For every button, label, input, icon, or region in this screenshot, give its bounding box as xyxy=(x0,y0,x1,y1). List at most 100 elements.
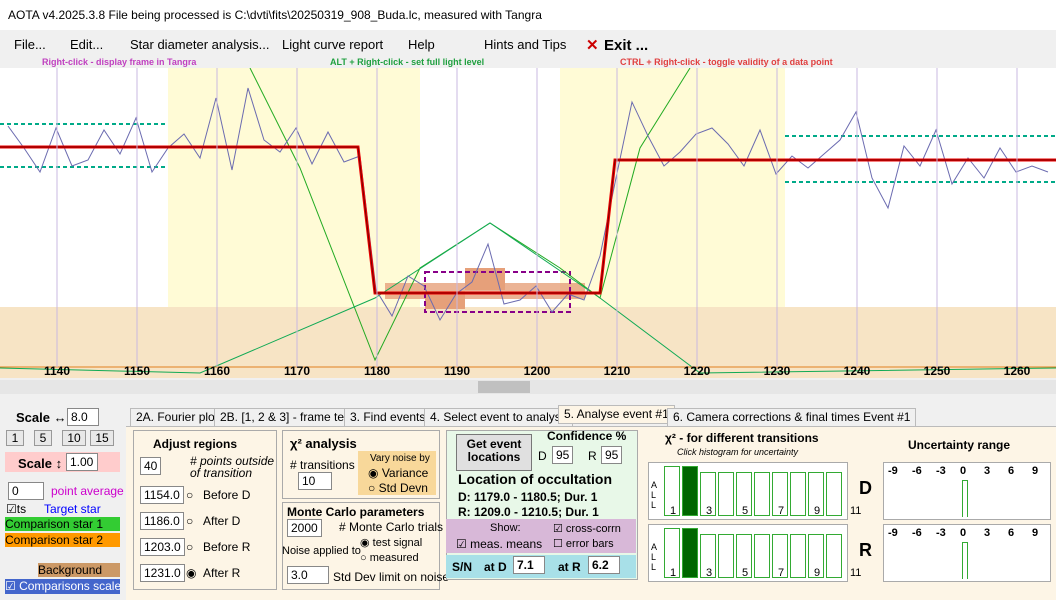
label: test signal xyxy=(372,537,423,549)
input[interactable]: 1.00 xyxy=(66,453,98,471)
bottom-band xyxy=(465,268,505,290)
unc-tick: 9 xyxy=(1032,527,1039,539)
menu-item[interactable]: Edit... xyxy=(70,37,104,52)
radio[interactable]: ○ Std Devn xyxy=(368,481,428,495)
unc-tick: 6 xyxy=(1008,527,1015,539)
label: ts xyxy=(16,502,27,516)
input[interactable]: 1231.0 xyxy=(140,564,185,582)
hint: CTRL + Right-click - toggle validity of … xyxy=(620,57,833,67)
hist-label: 11 xyxy=(850,505,862,517)
input[interactable]: 95 xyxy=(552,446,574,464)
radio[interactable]: ○ xyxy=(186,540,194,554)
unc-tick: -3 xyxy=(936,527,946,539)
input[interactable]: 1203.0 xyxy=(140,538,185,556)
tab[interactable]: 2B. [1, 2 & 3] - frame test xyxy=(214,408,360,427)
bar xyxy=(826,472,842,516)
radio[interactable]: ○ xyxy=(186,488,194,502)
label: After D xyxy=(203,514,241,528)
menu-item[interactable]: File... xyxy=(14,37,46,52)
x-tick-label: 1200 xyxy=(524,364,551,378)
radio[interactable]: ◉ Variance xyxy=(368,466,429,480)
unc-tick: 3 xyxy=(984,465,991,477)
menu-item[interactable]: Exit ... xyxy=(604,37,649,54)
unc-tick: -9 xyxy=(888,527,898,539)
unc-tick: 0 xyxy=(960,465,967,477)
unc-tick: 9 xyxy=(1032,465,1039,477)
vary-box xyxy=(358,451,436,495)
checkbox[interactable]: ☑ Comparisons scaled xyxy=(5,579,120,594)
bar xyxy=(700,472,716,516)
input[interactable]: 40 xyxy=(140,457,162,475)
unc-tick: -3 xyxy=(936,465,946,477)
unc-bar xyxy=(962,542,968,579)
radio[interactable]: ○ measured xyxy=(360,552,419,564)
button[interactable]: Get event locations xyxy=(456,434,532,471)
bar xyxy=(790,534,806,578)
tab[interactable]: 2A. Fourier plot xyxy=(130,408,225,427)
button[interactable]: 5 xyxy=(34,430,52,446)
dropdown[interactable]: 0 xyxy=(8,482,44,500)
radio[interactable]: ◉ xyxy=(186,566,197,580)
input[interactable]: 2000 xyxy=(287,519,322,537)
tab[interactable]: 3. Find events xyxy=(344,408,432,427)
label: Vary noise by xyxy=(370,453,430,464)
icon: ✕ xyxy=(586,37,599,54)
hist-label: 5 xyxy=(742,567,749,579)
button[interactable]: 10 xyxy=(62,430,86,446)
input[interactable]: 1154.0 xyxy=(140,486,184,504)
button[interactable]: 1 xyxy=(6,430,24,446)
x-tick-label: 1210 xyxy=(604,364,631,378)
input[interactable]: 10 xyxy=(298,472,332,490)
menu-item[interactable]: Hints and Tips xyxy=(484,37,567,52)
baseline-band xyxy=(0,307,1056,378)
legend[interactable]: Comparison star 2 xyxy=(5,533,120,547)
label: Scale ↕ xyxy=(18,456,63,471)
input[interactable]: 8.0 xyxy=(67,408,99,426)
bar xyxy=(718,534,734,578)
legend[interactable]: Background xyxy=(38,563,120,577)
tab[interactable]: 5. Analyse event #1 xyxy=(558,405,675,424)
menu-item[interactable]: Help xyxy=(408,37,435,52)
label: A L L xyxy=(651,542,657,572)
label: R xyxy=(588,449,597,463)
input[interactable]: 3.0 xyxy=(287,566,329,584)
x-tick-label: 1220 xyxy=(684,364,711,378)
value: 6.2 xyxy=(588,556,620,574)
label: Monte Carlo parameters xyxy=(287,505,425,519)
checkbox[interactable]: ☐ error bars xyxy=(553,538,614,550)
bar xyxy=(754,534,770,578)
button[interactable]: 15 xyxy=(90,430,114,446)
checkbox[interactable]: ☑ meas. means xyxy=(456,537,543,551)
input[interactable]: 1186.0 xyxy=(140,512,184,530)
label: # points outside of transition xyxy=(190,454,275,480)
x-tick-label: 1150 xyxy=(124,364,150,378)
label: Noise applied to xyxy=(282,545,361,557)
bar xyxy=(772,534,788,578)
legend[interactable]: Comparison star 1 xyxy=(5,517,120,531)
hist-label: 1 xyxy=(670,505,677,517)
tab[interactable]: 4. Select event to analyse xyxy=(424,408,574,427)
scroll-thumb[interactable] xyxy=(478,381,530,393)
unc-tick: -9 xyxy=(888,465,898,477)
bar xyxy=(790,472,806,516)
label: meas. means xyxy=(470,537,543,551)
checkbox[interactable]: ☑ts xyxy=(6,502,27,516)
input[interactable]: 95 xyxy=(601,446,623,464)
radio[interactable]: ○ xyxy=(186,514,194,528)
label: Std Dev limit on noise xyxy=(333,570,450,584)
tab[interactable]: 6. Camera corrections & final times Even… xyxy=(667,408,917,427)
label: error bars xyxy=(565,538,614,550)
unc-tick: 6 xyxy=(1008,465,1015,477)
hist-label: 9 xyxy=(814,567,821,579)
hist-label: 3 xyxy=(706,567,713,579)
checkbox[interactable]: ☑ cross-corrn xyxy=(553,523,621,535)
label: Adjust regions xyxy=(153,437,238,451)
label: Target star xyxy=(44,502,101,516)
menu-item[interactable]: Star diameter analysis... xyxy=(130,37,270,52)
x-tick-label: 1170 xyxy=(284,364,310,378)
menu-item[interactable]: Light curve report xyxy=(282,37,384,52)
radio[interactable]: ◉ test signal xyxy=(360,537,423,549)
model-fit xyxy=(0,146,1056,294)
label: Before D xyxy=(203,488,251,502)
x-tick-label: 1250 xyxy=(924,364,951,378)
